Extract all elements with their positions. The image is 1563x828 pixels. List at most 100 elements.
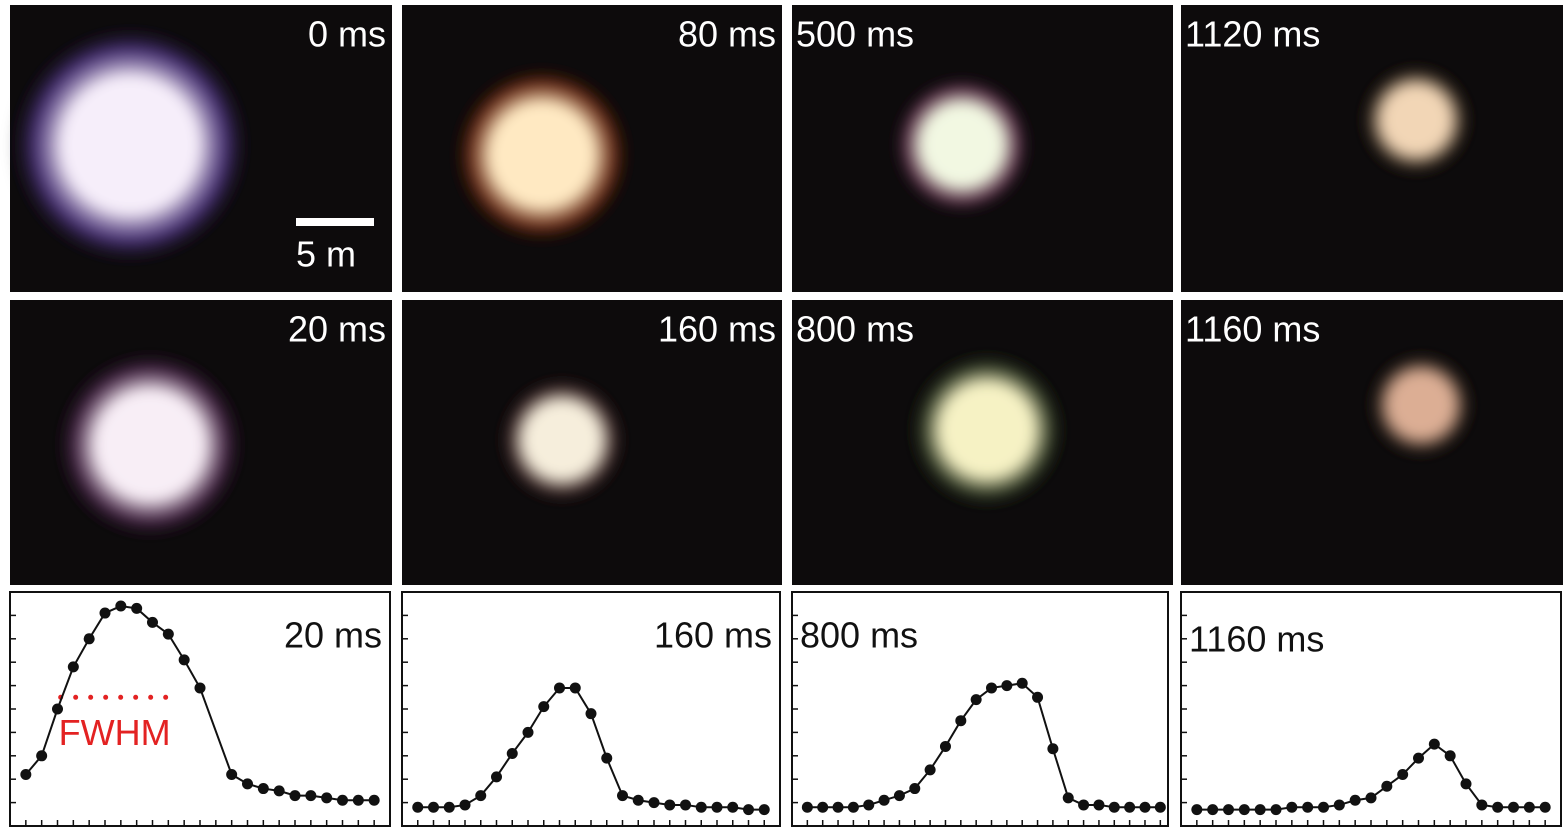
data-point	[878, 794, 890, 806]
data-point	[664, 799, 676, 811]
chart-title: 800 ms	[800, 615, 918, 656]
time-label: 1160 ms	[1185, 309, 1320, 350]
data-point	[428, 801, 439, 813]
data-point	[1460, 778, 1472, 790]
data-point	[569, 682, 581, 694]
data-point	[1108, 801, 1120, 813]
data-point	[147, 616, 158, 628]
data-point	[321, 792, 333, 804]
data-point	[801, 801, 813, 813]
data-point	[1154, 801, 1166, 813]
data-point	[1444, 750, 1456, 762]
particle-blob	[497, 375, 627, 505]
data-point	[680, 799, 691, 811]
time-label: 0 ms	[308, 14, 386, 55]
data-point	[1476, 799, 1488, 811]
chart-title: 160 ms	[654, 615, 772, 656]
image-panel: 20 ms	[10, 300, 392, 585]
data-point	[83, 633, 95, 645]
data-point	[67, 661, 79, 673]
data-point	[459, 799, 471, 811]
data-point	[939, 740, 951, 752]
data-point	[1318, 801, 1329, 813]
image-panel: 0 ms 5 m	[10, 5, 392, 292]
image-panel: 160 ms	[402, 300, 782, 585]
chart-title: 1160 ms	[1189, 619, 1324, 660]
data-point	[99, 607, 111, 619]
chart-title: 20 ms	[284, 615, 382, 656]
data-point	[178, 654, 190, 666]
data-point	[758, 804, 770, 816]
data-point	[1093, 799, 1105, 811]
data-point	[1124, 801, 1136, 813]
time-label: 20 ms	[288, 309, 386, 350]
data-point	[632, 794, 644, 806]
data-point	[1508, 801, 1519, 813]
data-point	[585, 708, 597, 720]
panel-background	[1181, 300, 1563, 585]
data-point	[1223, 804, 1234, 816]
data-point	[1523, 801, 1535, 813]
data-point	[1238, 804, 1250, 816]
data-point	[1032, 691, 1044, 703]
data-point	[1286, 801, 1298, 813]
data-point	[194, 682, 206, 694]
data-point	[1365, 792, 1377, 804]
data-point	[1349, 794, 1361, 806]
data-point	[289, 790, 301, 802]
data-point	[986, 682, 998, 694]
image-panel: 500 ms	[792, 5, 1173, 292]
particle-blob	[10, 25, 250, 265]
scale-bar	[296, 218, 374, 226]
data-point	[305, 790, 317, 802]
line-chart: 800 ms	[791, 591, 1169, 827]
data-point	[1254, 804, 1266, 816]
particle-blob	[452, 65, 632, 245]
data-point	[226, 769, 238, 781]
data-point	[1191, 804, 1203, 816]
data-point	[832, 801, 844, 813]
data-point	[1302, 801, 1314, 813]
data-point	[522, 726, 534, 738]
data-point	[115, 600, 127, 612]
image-panel: 1120 ms	[1181, 5, 1563, 292]
scale-bar-label: 5 m	[296, 234, 356, 275]
data-point	[538, 701, 550, 713]
data-point	[36, 750, 48, 762]
particle-blob	[1366, 350, 1476, 460]
data-point	[970, 694, 982, 706]
particle-blob	[892, 75, 1032, 215]
plot-frame	[791, 591, 1169, 827]
data-point	[443, 801, 455, 813]
data-point	[1333, 799, 1345, 811]
data-point	[1270, 804, 1282, 816]
image-panel: 800 ms	[792, 300, 1173, 585]
particle-blob	[1358, 62, 1474, 178]
data-point	[817, 801, 829, 813]
data-point	[743, 804, 754, 816]
time-label: 500 ms	[796, 14, 914, 55]
data-point	[273, 785, 285, 797]
data-point	[601, 752, 613, 764]
time-label: 1120 ms	[1185, 14, 1320, 55]
data-point	[242, 778, 253, 790]
particle-blob	[55, 350, 245, 540]
data-point	[955, 715, 967, 727]
time-label: 80 ms	[678, 14, 776, 55]
data-point	[727, 801, 739, 813]
data-point	[368, 794, 380, 806]
data-point	[695, 801, 707, 813]
particle-blob	[907, 350, 1067, 510]
data-point	[337, 794, 348, 806]
data-line	[25, 605, 375, 802]
data-point	[711, 801, 723, 813]
data-point	[1062, 792, 1074, 804]
line-chart: 1160 ms	[1180, 591, 1562, 827]
data-point	[257, 783, 269, 795]
data-point	[924, 764, 936, 776]
data-point	[1381, 780, 1393, 792]
data-point	[909, 783, 921, 795]
data-point	[1428, 738, 1440, 750]
line-chart: 160 ms	[401, 591, 781, 827]
